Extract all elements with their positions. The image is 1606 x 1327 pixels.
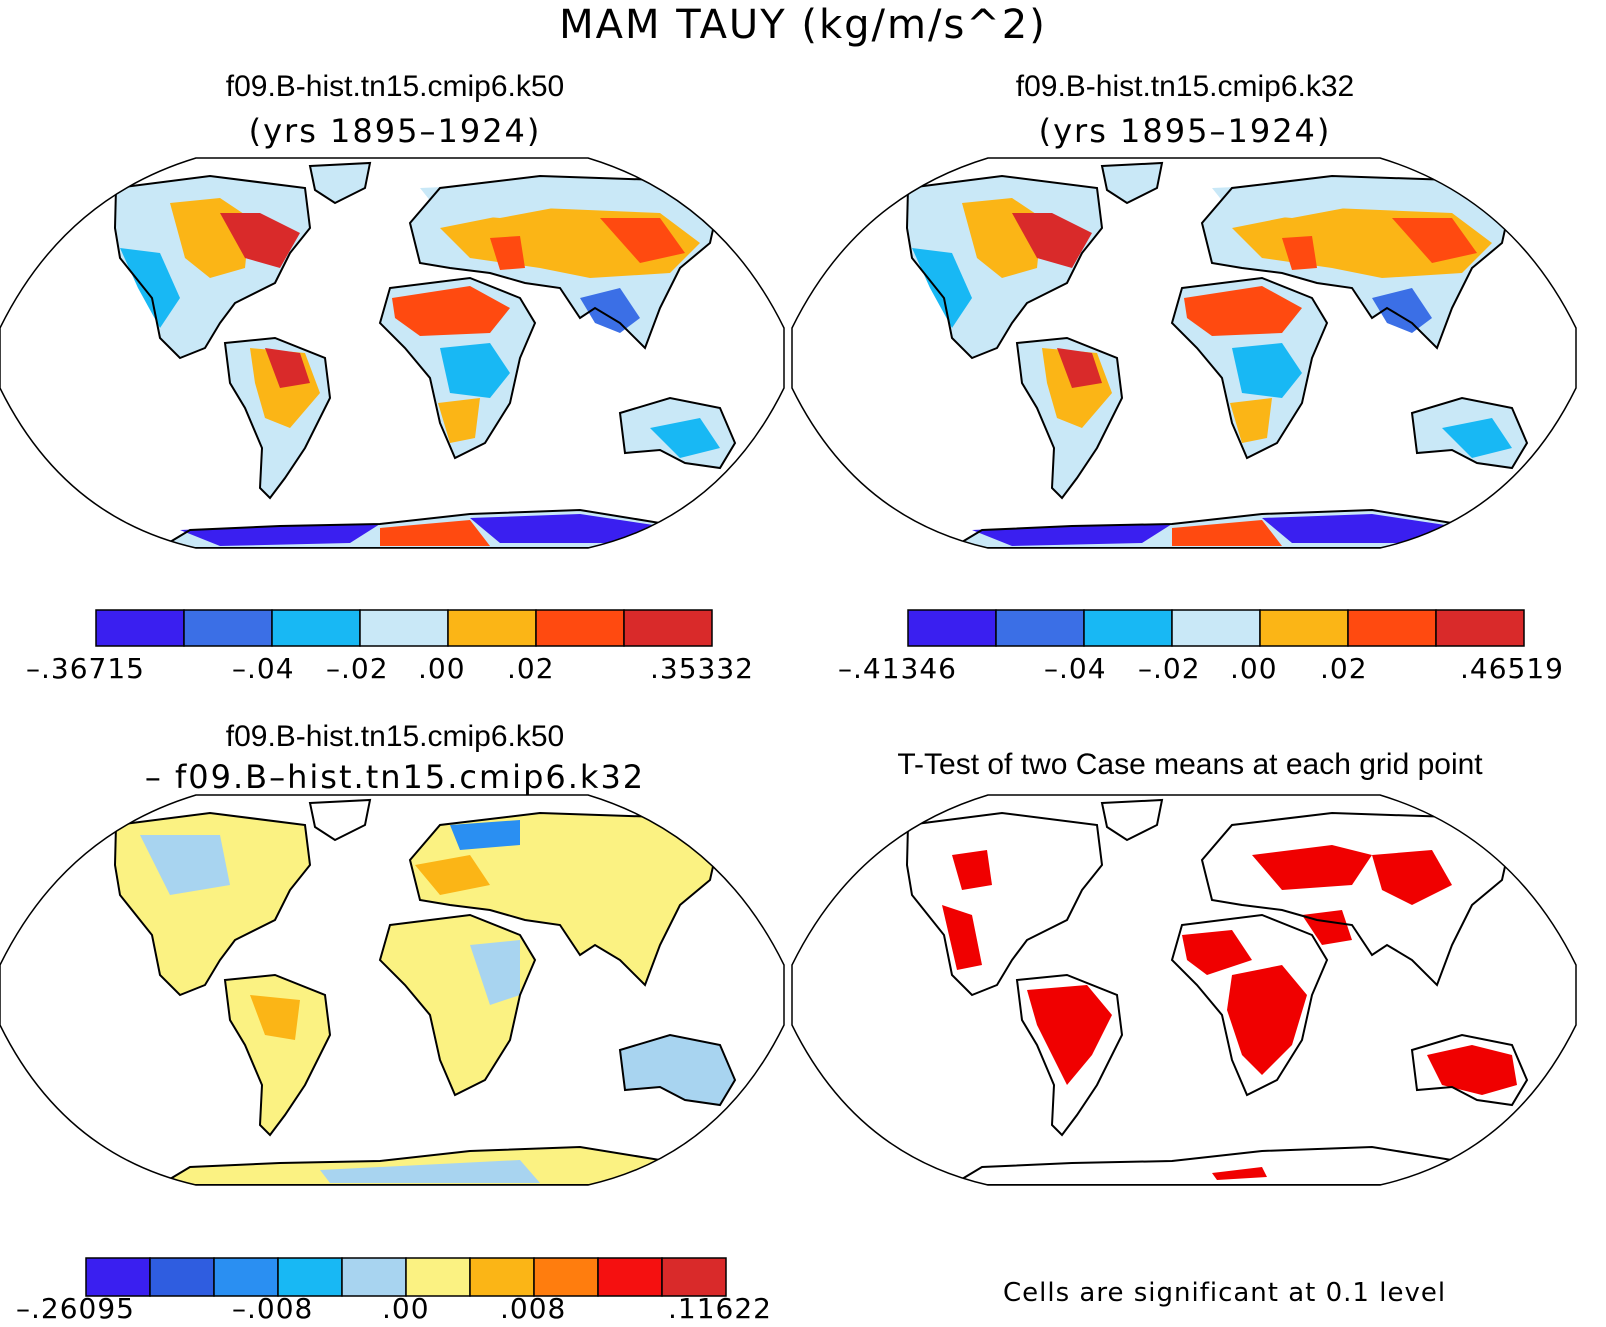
colorbar-1-swatch: [535, 609, 625, 647]
colorbar-3-swatch: [85, 1257, 151, 1297]
colorbar-1-swatch: [447, 609, 537, 647]
colorbar-3-label-max: .11622: [668, 1292, 772, 1325]
panel-3-subtitle: – f09.B–hist.tn15.cmip6.k32: [144, 758, 646, 796]
colorbar-3-swatch: [149, 1257, 215, 1297]
colorbar-2-swatch: [1347, 609, 1437, 647]
panel-1-subtitle: (yrs 1895–1924): [248, 112, 542, 150]
colorbar-1-swatch: [623, 609, 713, 647]
colorbar-1-swatch: [183, 609, 273, 647]
colorbar-3-swatch: [469, 1257, 535, 1297]
colorbar-1-label-min: –.36715: [26, 652, 145, 685]
colorbar-3-swatch: [277, 1257, 343, 1297]
colorbar-1-label: .00: [418, 652, 466, 685]
main-title: MAM TAUY (kg/m/s^2): [559, 2, 1047, 48]
colorbar-2-label-max: .46519: [1460, 652, 1564, 685]
panel-1-title: f09.B-hist.tn15.cmip6.k50: [225, 70, 565, 103]
map-panel-1: [0, 157, 785, 549]
colorbar-2-swatch: [907, 609, 997, 647]
colorbar-3-label-min: –.26095: [16, 1292, 135, 1325]
colorbar-2: [907, 609, 1525, 647]
colorbar-1: [95, 609, 713, 647]
significance-note: Cells are significant at 0.1 level: [1003, 1278, 1447, 1308]
colorbar-2-label: .02: [1320, 652, 1368, 685]
map-panel-2: [791, 157, 1577, 549]
colorbar-1-swatch: [95, 609, 185, 647]
colorbar-3: [85, 1257, 727, 1297]
colorbar-2-swatch: [1435, 609, 1525, 647]
colorbar-3-swatch: [661, 1257, 727, 1297]
colorbar-3-swatch: [341, 1257, 407, 1297]
colorbar-2-swatch: [1083, 609, 1173, 647]
colorbar-3-label: –.008: [232, 1292, 314, 1325]
colorbar-1-label: –.02: [326, 652, 389, 685]
colorbar-1-swatch: [271, 609, 361, 647]
map-panel-3: [0, 794, 785, 1186]
colorbar-2-swatch: [995, 609, 1085, 647]
colorbar-3-label: .00: [382, 1292, 430, 1325]
colorbar-3-swatch: [405, 1257, 471, 1297]
colorbar-3-label: .008: [500, 1292, 567, 1325]
panel-2-subtitle: (yrs 1895–1924): [1038, 112, 1332, 150]
colorbar-2-swatch: [1259, 609, 1349, 647]
colorbar-1-swatch: [359, 609, 449, 647]
panel-3-title: f09.B-hist.tn15.cmip6.k50: [225, 720, 565, 753]
colorbar-2-swatch: [1171, 609, 1261, 647]
map-panel-4: [791, 794, 1577, 1186]
colorbar-3-swatch: [213, 1257, 279, 1297]
panel-2-title: f09.B-hist.tn15.cmip6.k32: [1015, 70, 1355, 103]
colorbar-2-label: .00: [1230, 652, 1278, 685]
colorbar-3-swatch: [597, 1257, 663, 1297]
colorbar-2-label: –.04: [1044, 652, 1107, 685]
colorbar-2-label: –.02: [1138, 652, 1201, 685]
panel-4-title: T-Test of two Case means at each grid po…: [897, 748, 1483, 781]
colorbar-1-label: –.04: [232, 652, 295, 685]
colorbar-3-swatch: [533, 1257, 599, 1297]
colorbar-1-label-max: .35332: [650, 652, 754, 685]
colorbar-2-label-min: –.41346: [838, 652, 957, 685]
colorbar-1-label: .02: [507, 652, 555, 685]
